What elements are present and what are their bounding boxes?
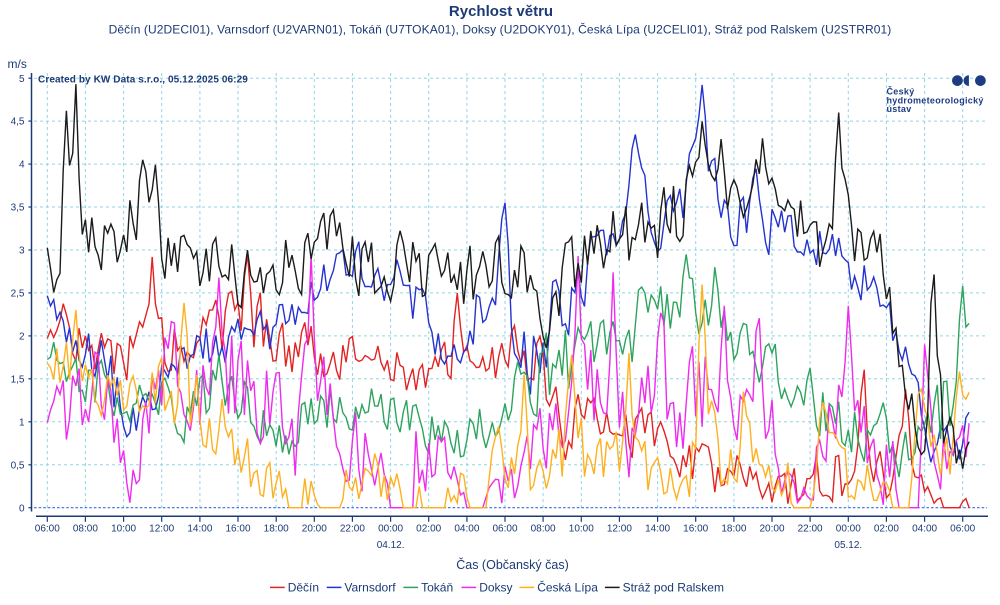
svg-text:10:00: 10:00 [111,524,136,535]
svg-text:1,5: 1,5 [11,374,25,385]
svg-text:0: 0 [19,503,25,514]
svg-text:20:00: 20:00 [759,524,784,535]
svg-text:18:00: 18:00 [721,524,746,535]
svg-text:14:00: 14:00 [187,524,212,535]
svg-text:06:00: 06:00 [35,524,60,535]
svg-text:06:00: 06:00 [492,524,517,535]
svg-text:Děčín: Děčín [288,580,319,594]
svg-text:08:00: 08:00 [73,524,98,535]
svg-text:Česká Lípa: Česká Lípa [537,579,598,594]
svg-text:Stráž pod Ralskem: Stráž pod Ralskem [623,580,724,594]
svg-text:Čas (Občanský čas): Čas (Občanský čas) [456,557,569,572]
svg-text:3,5: 3,5 [11,203,25,214]
svg-text:20:00: 20:00 [302,524,327,535]
svg-text:2: 2 [19,332,25,343]
svg-text:0,5: 0,5 [11,460,25,471]
svg-text:00:00: 00:00 [836,524,861,535]
svg-text:02:00: 02:00 [416,524,441,535]
svg-text:05.12.: 05.12. [834,540,862,551]
svg-text:06:00: 06:00 [950,524,975,535]
svg-text:2,5: 2,5 [11,289,25,300]
svg-text:04.12.: 04.12. [377,540,405,551]
svg-text:ústav: ústav [887,104,912,114]
svg-text:1: 1 [19,417,25,428]
svg-text:02:00: 02:00 [874,524,899,535]
svg-text:12:00: 12:00 [607,524,632,535]
svg-text:10:00: 10:00 [569,524,594,535]
svg-text:hydrometeorologický: hydrometeorologický [887,95,984,105]
svg-text:04:00: 04:00 [912,524,937,535]
svg-text:Český: Český [887,85,915,96]
svg-text:22:00: 22:00 [340,524,365,535]
svg-text:00:00: 00:00 [378,524,403,535]
svg-text:3: 3 [19,246,25,257]
svg-text:m/s: m/s [8,57,27,71]
svg-text:08:00: 08:00 [531,524,556,535]
svg-text:5: 5 [19,74,25,85]
svg-text:4,5: 4,5 [11,117,25,128]
svg-text:Varnsdorf: Varnsdorf [344,580,396,594]
svg-text:04:00: 04:00 [454,524,479,535]
svg-text:Doksy: Doksy [479,580,512,594]
svg-text:4: 4 [19,160,25,171]
svg-text:Rychlost větru: Rychlost větru [449,3,553,20]
svg-text:18:00: 18:00 [264,524,289,535]
svg-text:12:00: 12:00 [149,524,174,535]
svg-text:14:00: 14:00 [645,524,670,535]
svg-text:16:00: 16:00 [683,524,708,535]
svg-text:Tokáň: Tokáň [421,580,453,594]
svg-text:16:00: 16:00 [225,524,250,535]
svg-text:22:00: 22:00 [798,524,823,535]
svg-text:Děčín (U2DECI01), Varnsdorf (U: Děčín (U2DECI01), Varnsdorf (U2VARN01), … [109,22,892,37]
svg-text:Created by KW Data s.r.o., 05.: Created by KW Data s.r.o., 05.12.2025 06… [38,75,248,86]
